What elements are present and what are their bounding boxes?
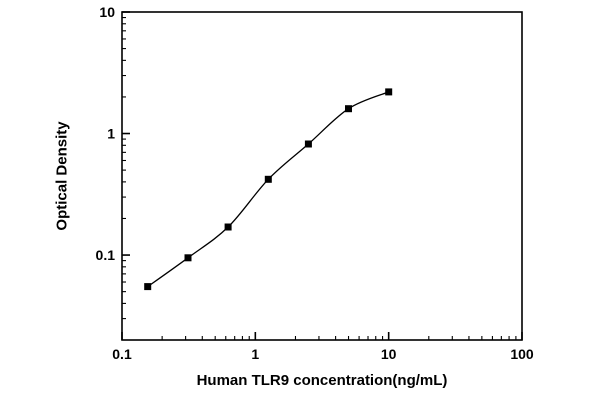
data-point-marker bbox=[264, 175, 272, 183]
data-point-marker bbox=[385, 88, 393, 96]
data-point-marker bbox=[345, 105, 352, 113]
data-point-marker bbox=[184, 254, 192, 262]
data-point-marker bbox=[304, 140, 312, 148]
plot-frame bbox=[121, 11, 523, 341]
fit-curve bbox=[147, 91, 389, 288]
x-tick-label: 100 bbox=[510, 346, 534, 362]
x-axis-title: Human TLR9 concentration(ng/mL) bbox=[196, 372, 448, 389]
y-axis-title: Optical Density bbox=[53, 121, 71, 231]
x-tick-label: 0.1 bbox=[112, 346, 132, 362]
x-tick-label: 10 bbox=[381, 346, 397, 362]
y-tick-label: 1 bbox=[107, 126, 115, 142]
y-tick-label: 0.1 bbox=[96, 247, 116, 263]
y-tick-label: 10 bbox=[99, 4, 115, 20]
x-tick-label: 1 bbox=[251, 346, 259, 362]
data-point-marker bbox=[144, 283, 152, 291]
data-point-marker bbox=[224, 223, 232, 231]
